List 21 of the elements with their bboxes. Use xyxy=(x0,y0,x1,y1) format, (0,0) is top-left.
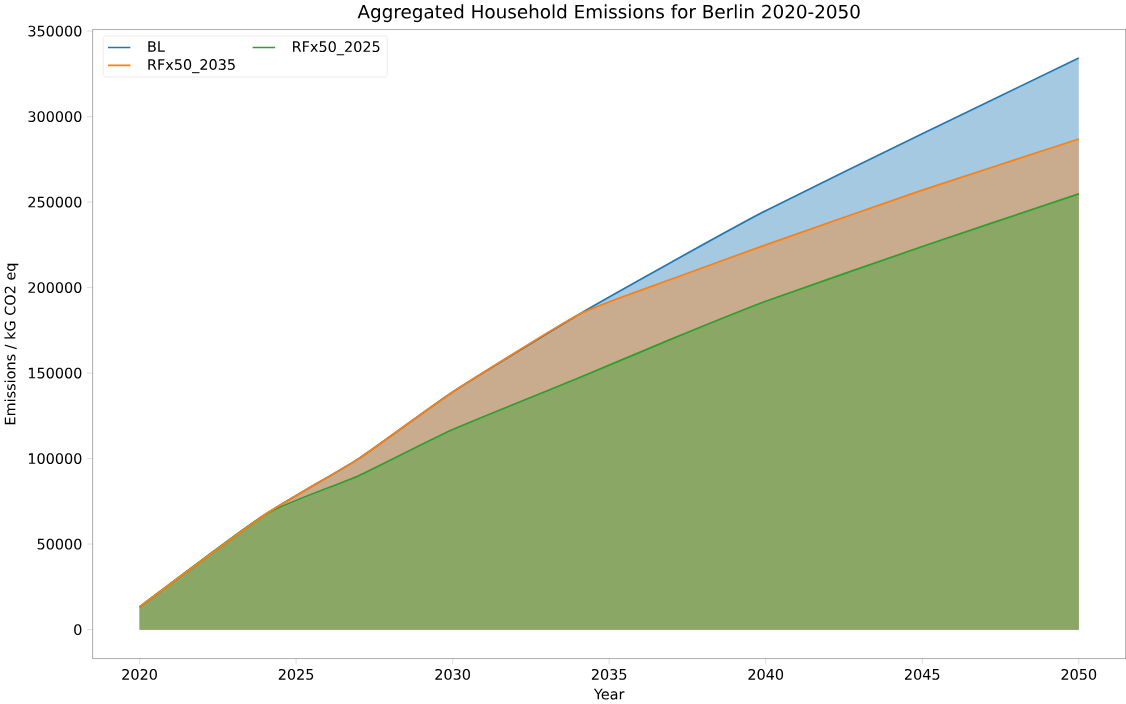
legend-label: RFx50_2025 xyxy=(293,41,380,56)
chart-title: Aggregated Household Emissions for Berlin 2020-2050 xyxy=(357,4,860,23)
x-tick-label: 2050 xyxy=(1061,668,1097,680)
y-axis-title: Emissions / kG CO2 eq xyxy=(4,263,19,425)
x-tick-label: 2035 xyxy=(591,668,627,680)
y-tick-label: 50000 xyxy=(37,538,82,550)
x-axis-title: Year xyxy=(593,688,625,700)
x-tick-label: 2040 xyxy=(748,668,784,680)
legend-label: BL xyxy=(148,41,165,52)
x-tick-label: 2045 xyxy=(904,668,940,680)
y-tick-label: 300000 xyxy=(28,111,82,123)
y-tick-label: 100000 xyxy=(28,453,82,465)
x-tick-label: 2025 xyxy=(278,668,314,680)
x-tick-label: 2020 xyxy=(122,668,157,680)
y-tick-label: 150000 xyxy=(28,367,82,379)
y-tick-label: 200000 xyxy=(28,282,82,294)
y-tick-label: 250000 xyxy=(28,196,82,208)
legend-label: RFx50_2035 xyxy=(148,59,235,74)
y-tick-label: 0 xyxy=(74,624,82,636)
x-tick-label: 2030 xyxy=(435,668,471,680)
y-tick-label: 350000 xyxy=(28,25,82,37)
